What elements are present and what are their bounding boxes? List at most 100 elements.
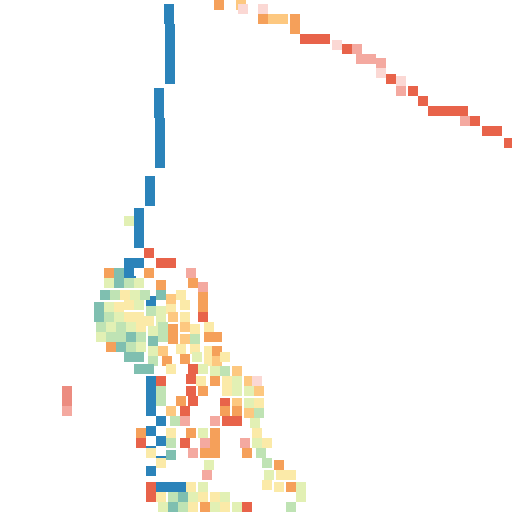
grid-cell — [232, 416, 242, 426]
grid-cell — [165, 34, 175, 44]
grid-cell — [166, 406, 176, 416]
grid-cell — [300, 34, 310, 44]
grid-cell — [252, 376, 262, 386]
grid-cell — [180, 406, 190, 416]
grid-cell — [396, 86, 406, 96]
grid-cell — [140, 290, 150, 300]
grid-cell — [190, 344, 200, 354]
grid-cell — [104, 278, 114, 288]
grid-cell — [96, 322, 106, 332]
grid-cell — [155, 128, 165, 138]
grid-cell — [165, 74, 175, 84]
grid-cell — [458, 106, 468, 116]
grid-cell — [165, 54, 175, 64]
grid-cell — [134, 312, 144, 322]
grid-cell — [342, 44, 352, 54]
grid-cell — [164, 14, 174, 24]
grid-cell — [448, 106, 458, 116]
grid-cell — [310, 34, 320, 44]
grid-cell — [198, 482, 208, 492]
grid-cell — [158, 332, 168, 342]
grid-cell — [188, 502, 198, 512]
grid-cell — [94, 302, 104, 312]
grid-cell — [166, 294, 176, 304]
grid-cell — [290, 14, 300, 24]
grid-cell — [232, 406, 242, 416]
grid-cell — [254, 398, 264, 408]
grid-cell — [134, 258, 144, 268]
grid-cell — [214, 0, 224, 10]
grid-cell — [104, 302, 114, 312]
grid-cell — [158, 502, 168, 512]
grid-cell — [204, 332, 214, 342]
grid-cell — [254, 386, 264, 396]
grid-cell — [188, 492, 198, 502]
grid-cell — [220, 492, 230, 502]
grid-cell — [130, 290, 140, 300]
grid-cell — [482, 126, 492, 136]
grid-cell — [134, 218, 144, 228]
grid-cell — [186, 268, 196, 278]
grid-cell — [460, 116, 470, 126]
grid-cell — [198, 292, 208, 302]
grid-cell — [126, 342, 136, 352]
grid-cell — [296, 482, 306, 492]
grid-cell — [155, 138, 165, 148]
grid-cell — [156, 386, 166, 396]
grid-cell — [164, 4, 174, 14]
grid-cell — [408, 86, 418, 96]
grid-cell — [165, 24, 175, 34]
grid-cell — [176, 396, 186, 406]
grid-cell — [134, 238, 144, 248]
grid-cell — [134, 208, 144, 218]
grid-cell — [376, 68, 386, 78]
grid-cell — [126, 332, 136, 342]
grid-cell — [62, 396, 72, 406]
grid-cell — [155, 118, 165, 128]
grid-cell — [244, 408, 254, 418]
grid-cell — [210, 502, 220, 512]
grid-cell — [366, 54, 376, 64]
grid-cell — [470, 116, 480, 126]
grid-cell — [196, 376, 206, 386]
grid-cell — [156, 258, 166, 268]
grid-cell — [114, 302, 124, 312]
grid-cell — [155, 158, 165, 168]
grid-cell — [180, 312, 190, 322]
grid-cell — [146, 482, 156, 492]
grid-cell — [168, 324, 178, 334]
grid-cell — [220, 502, 230, 512]
grid-cell — [156, 306, 166, 316]
grid-cell — [258, 4, 268, 14]
grid-cell — [212, 356, 222, 366]
grid-cell — [186, 386, 196, 396]
grid-cell — [62, 386, 72, 396]
grid-cell — [124, 216, 134, 226]
grid-cell — [145, 176, 155, 186]
grid-cell — [114, 268, 124, 278]
grid-cell — [204, 460, 214, 470]
grid-cell — [200, 438, 210, 448]
grid-cell — [106, 332, 116, 342]
grid-cell — [198, 282, 208, 292]
grid-cell — [186, 482, 196, 492]
grid-cell — [180, 322, 190, 332]
grid-cell — [156, 458, 166, 468]
grid-cell — [136, 342, 146, 352]
grid-cell — [256, 448, 266, 458]
grid-cell — [264, 470, 274, 480]
grid-cell — [190, 334, 200, 344]
grid-cell — [376, 58, 386, 68]
grid-cell — [144, 268, 154, 278]
grid-cell — [136, 438, 146, 448]
grid-cell — [162, 356, 172, 366]
grid-cell — [220, 352, 230, 362]
grid-cell — [242, 502, 252, 512]
grid-cell — [180, 438, 190, 448]
grid-cell — [220, 398, 230, 408]
grid-cell — [124, 258, 134, 268]
grid-cell — [186, 374, 196, 384]
grid-cell — [202, 470, 212, 480]
grid-cell — [165, 64, 175, 74]
